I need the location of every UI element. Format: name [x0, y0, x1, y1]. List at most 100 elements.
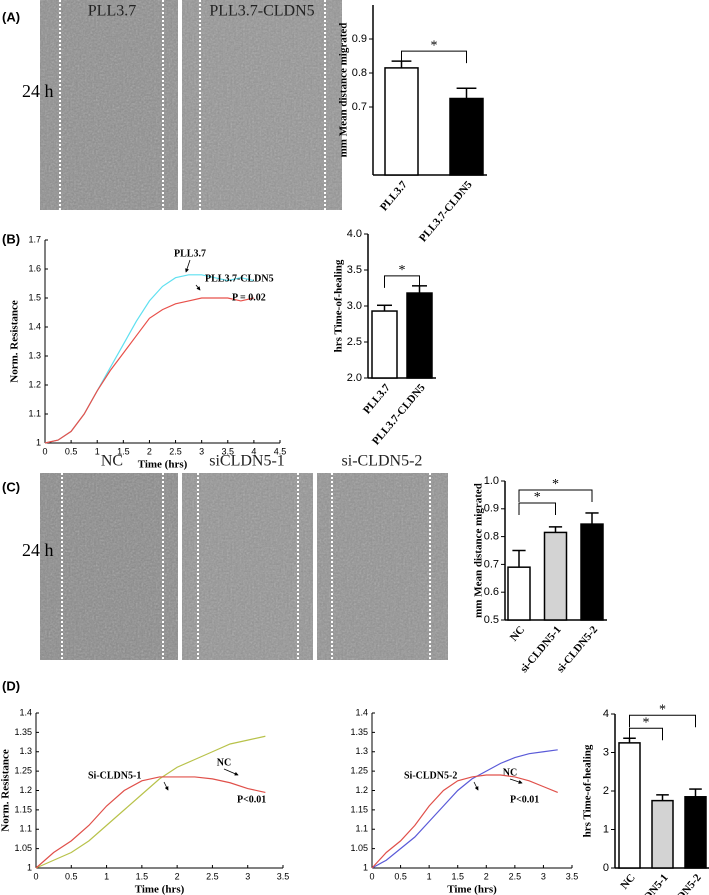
y-tick-label: 1.3 [28, 350, 41, 360]
time-label: 24 h [22, 81, 54, 101]
x-tick-label: 1 [427, 871, 432, 881]
bar [580, 523, 604, 621]
series-label: Si-CLDN5-2 [404, 770, 457, 781]
bar [384, 67, 419, 176]
y-tick-label: 1.25 [14, 766, 32, 776]
image-label: PLL3.7-CLDN5 [209, 3, 314, 20]
y-tick-label: 1 [603, 823, 609, 835]
y-tick-label: 0.6 [484, 586, 499, 598]
significance-bracket [518, 489, 593, 502]
bar [543, 531, 568, 621]
x-tick-label: 0 [42, 446, 47, 456]
significance-bracket [384, 275, 420, 288]
series-arrow [163, 781, 169, 791]
y-tick-label: 1.3 [355, 746, 368, 756]
significance-bracket [518, 502, 556, 515]
y-tick-label: 1 [27, 862, 32, 872]
y-tick-label: 1.2 [28, 379, 41, 389]
x-tick-label: 1 [95, 446, 100, 456]
y-tick-label: 1.4 [28, 321, 41, 331]
bar [618, 742, 641, 869]
y-tick-label: 1.4 [355, 707, 368, 717]
x-tick-label: 1.5 [136, 871, 149, 881]
y-tick-label: 1.7 [28, 234, 41, 244]
x-tick-label: 0.5 [65, 446, 78, 456]
x-tick-label: PLL3.7-CLDN5 [417, 178, 475, 244]
bar [651, 799, 674, 869]
significance-label: * [659, 702, 666, 717]
significance-label: * [552, 477, 559, 492]
y-tick-label: 2 [603, 785, 609, 797]
y-tick-label: 1.1 [19, 824, 32, 834]
x-tick-label: 2 [147, 446, 152, 456]
bar [507, 566, 531, 621]
y-tick-label: 1.25 [350, 766, 368, 776]
x-tick-label: 2 [175, 871, 180, 881]
series-label: Si-CLDN5-1 [88, 770, 141, 781]
image-label: PLL3.7 [88, 3, 136, 20]
x-tick-label: NC [618, 872, 637, 892]
significance-bracket [401, 50, 467, 64]
y-tick-label: 1.2 [355, 785, 368, 795]
y-tick-label: 0.7 [484, 558, 499, 570]
x-tick-label: 2.5 [509, 871, 522, 881]
x-tick-label: PLL3.7 [361, 381, 393, 416]
y-tick-label: 1.1 [355, 824, 368, 834]
series-line [371, 774, 558, 869]
x-tick-label: 3.5 [222, 446, 235, 456]
series-arrow [185, 259, 191, 273]
y-tick-label: 1.05 [14, 843, 32, 853]
x-tick-label: 1.5 [117, 446, 130, 456]
y-tick-label: 1 [363, 862, 368, 872]
significance-label: * [399, 263, 406, 278]
significance-bracket [629, 714, 696, 728]
y-tick-label: 0.8 [352, 67, 367, 79]
bar [449, 97, 484, 176]
y-tick-label: 2.0 [347, 372, 362, 384]
series-line [44, 297, 255, 444]
y-tick-label: 4 [603, 708, 609, 720]
series-line [35, 776, 266, 869]
x-tick-label: 0 [33, 871, 38, 881]
y-tick-label: 1.15 [14, 804, 32, 814]
series-arrow [509, 778, 523, 784]
series-label: NC [217, 757, 231, 768]
x-tick-label: 1.5 [451, 871, 464, 881]
series-line [44, 274, 255, 444]
micrograph-c [40, 473, 448, 660]
image-label: siCLDN5-1 [209, 453, 285, 470]
y-tick-label: 4.0 [347, 228, 362, 240]
x-tick-label: 2 [484, 871, 489, 881]
micrograph-a [40, 0, 342, 210]
y-axis-label: hrs Time-of-healing [582, 744, 594, 837]
y-tick-label: 1.1 [28, 408, 41, 418]
y-tick-label: 0.9 [352, 33, 367, 45]
y-axis-label: mm Mean distance migrated [473, 483, 485, 618]
panel-label: (D) [2, 678, 20, 693]
series-label: NC [503, 767, 517, 778]
time-label: 24 h [22, 540, 54, 560]
y-tick-label: 0.9 [484, 503, 499, 515]
y-tick-label: 1.15 [350, 804, 368, 814]
annotation: P<0.01 [510, 794, 539, 805]
significance-label: * [431, 38, 438, 53]
series-line [35, 735, 266, 869]
y-tick-label: 1.35 [14, 727, 32, 737]
x-tick-label: 1 [104, 871, 109, 881]
series-label: PLL3.7 [174, 248, 206, 259]
y-axis-label: hrs Time-of-healing [333, 259, 345, 352]
x-tick-label: 4 [251, 446, 256, 456]
y-tick-label: 0.7 [352, 101, 367, 113]
y-tick-label: 1 [36, 437, 41, 447]
y-tick-label: 3.5 [347, 264, 362, 276]
series-arrow [223, 768, 239, 776]
x-tick-label: 2.5 [206, 871, 219, 881]
y-tick-label: 1.2 [19, 785, 32, 795]
y-tick-label: 0.5 [484, 614, 499, 626]
x-tick-label: NC [508, 624, 527, 644]
x-axis-label: Time (hrs) [447, 884, 497, 895]
image-label: si-CLDN5-2 [342, 453, 423, 470]
y-tick-label: 1.4 [19, 707, 32, 717]
